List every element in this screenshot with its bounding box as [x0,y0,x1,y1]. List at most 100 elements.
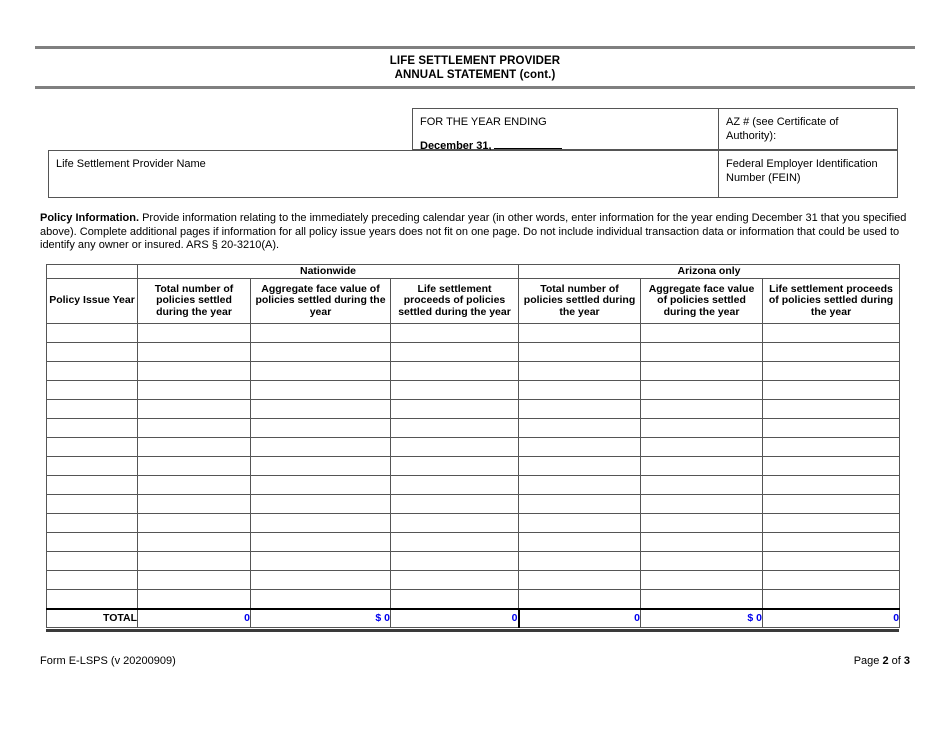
table-cell[interactable] [389,456,520,476]
table-cell[interactable] [762,437,901,457]
fein-field[interactable]: Federal Employer Identification Number (… [718,150,898,198]
table-cell[interactable] [762,323,901,343]
table-cell[interactable] [46,494,138,514]
table-cell[interactable] [46,418,138,438]
table-cell[interactable] [250,570,391,590]
table-cell[interactable] [762,418,901,438]
table-cell[interactable] [137,323,251,343]
table-cell[interactable] [137,570,251,590]
table-cell[interactable] [762,494,901,514]
table-cell[interactable] [137,475,251,495]
table-cell[interactable] [640,437,764,457]
table-cell[interactable] [46,399,138,419]
table-cell[interactable] [389,513,520,533]
table-cell[interactable] [137,494,251,514]
table-cell[interactable] [640,570,764,590]
table-cell[interactable] [389,551,520,571]
table-cell[interactable] [46,570,138,590]
table-cell[interactable] [389,342,520,362]
table-cell[interactable] [640,418,764,438]
table-cell[interactable] [518,380,642,400]
table-cell[interactable] [250,456,391,476]
table-cell[interactable] [518,399,642,419]
table-cell[interactable] [137,380,251,400]
table-cell[interactable] [46,437,138,457]
table-cell[interactable] [762,589,901,609]
table-cell[interactable] [46,513,138,533]
provider-name-field[interactable]: Life Settlement Provider Name [48,150,719,198]
table-cell[interactable] [250,399,391,419]
table-cell[interactable] [518,437,642,457]
table-cell[interactable] [762,399,901,419]
table-cell[interactable] [762,551,901,571]
year-ending-blank-line[interactable] [493,137,562,149]
table-cell[interactable] [762,361,901,381]
table-cell[interactable] [137,513,251,533]
table-cell[interactable] [389,475,520,495]
table-cell[interactable] [137,342,251,362]
table-cell[interactable] [640,589,764,609]
table-cell[interactable] [640,532,764,552]
table-cell[interactable] [518,323,642,343]
table-cell[interactable] [137,437,251,457]
table-cell[interactable] [518,475,642,495]
table-cell[interactable] [137,418,251,438]
table-cell[interactable] [389,399,520,419]
table-cell[interactable] [518,418,642,438]
table-cell[interactable] [762,342,901,362]
table-cell[interactable] [250,437,391,457]
table-cell[interactable] [250,380,391,400]
table-cell[interactable] [389,570,520,590]
table-cell[interactable] [46,361,138,381]
table-cell[interactable] [518,361,642,381]
az-number-field[interactable]: AZ # (see Certificate of Authority): [718,108,898,150]
table-cell[interactable] [640,456,764,476]
table-cell[interactable] [250,418,391,438]
table-cell[interactable] [46,380,138,400]
table-cell[interactable] [762,570,901,590]
table-cell[interactable] [250,323,391,343]
table-cell[interactable] [46,475,138,495]
table-cell[interactable] [640,380,764,400]
table-cell[interactable] [46,532,138,552]
table-cell[interactable] [137,361,251,381]
table-cell[interactable] [137,589,251,609]
table-cell[interactable] [46,342,138,362]
table-cell[interactable] [389,361,520,381]
table-cell[interactable] [518,532,642,552]
table-cell[interactable] [640,342,764,362]
table-cell[interactable] [46,551,138,571]
table-cell[interactable] [640,399,764,419]
table-cell[interactable] [518,589,642,609]
table-cell[interactable] [389,323,520,343]
table-cell[interactable] [137,456,251,476]
table-cell[interactable] [762,456,901,476]
table-cell[interactable] [640,513,764,533]
table-cell[interactable] [389,494,520,514]
table-cell[interactable] [250,361,391,381]
table-cell[interactable] [137,532,251,552]
table-cell[interactable] [389,437,520,457]
table-cell[interactable] [250,551,391,571]
year-ending-field[interactable]: FOR THE YEAR ENDING December 31, [412,108,719,152]
table-cell[interactable] [46,456,138,476]
table-cell[interactable] [518,551,642,571]
table-cell[interactable] [640,361,764,381]
table-cell[interactable] [250,589,391,609]
table-cell[interactable] [762,513,901,533]
table-cell[interactable] [137,551,251,571]
table-cell[interactable] [762,380,901,400]
table-cell[interactable] [640,323,764,343]
table-cell[interactable] [250,532,391,552]
table-cell[interactable] [46,589,138,609]
table-cell[interactable] [518,456,642,476]
table-cell[interactable] [46,323,138,343]
table-cell[interactable] [518,494,642,514]
table-cell[interactable] [250,513,391,533]
table-cell[interactable] [389,418,520,438]
table-cell[interactable] [389,380,520,400]
table-cell[interactable] [640,551,764,571]
table-cell[interactable] [250,475,391,495]
table-cell[interactable] [762,475,901,495]
table-cell[interactable] [640,475,764,495]
